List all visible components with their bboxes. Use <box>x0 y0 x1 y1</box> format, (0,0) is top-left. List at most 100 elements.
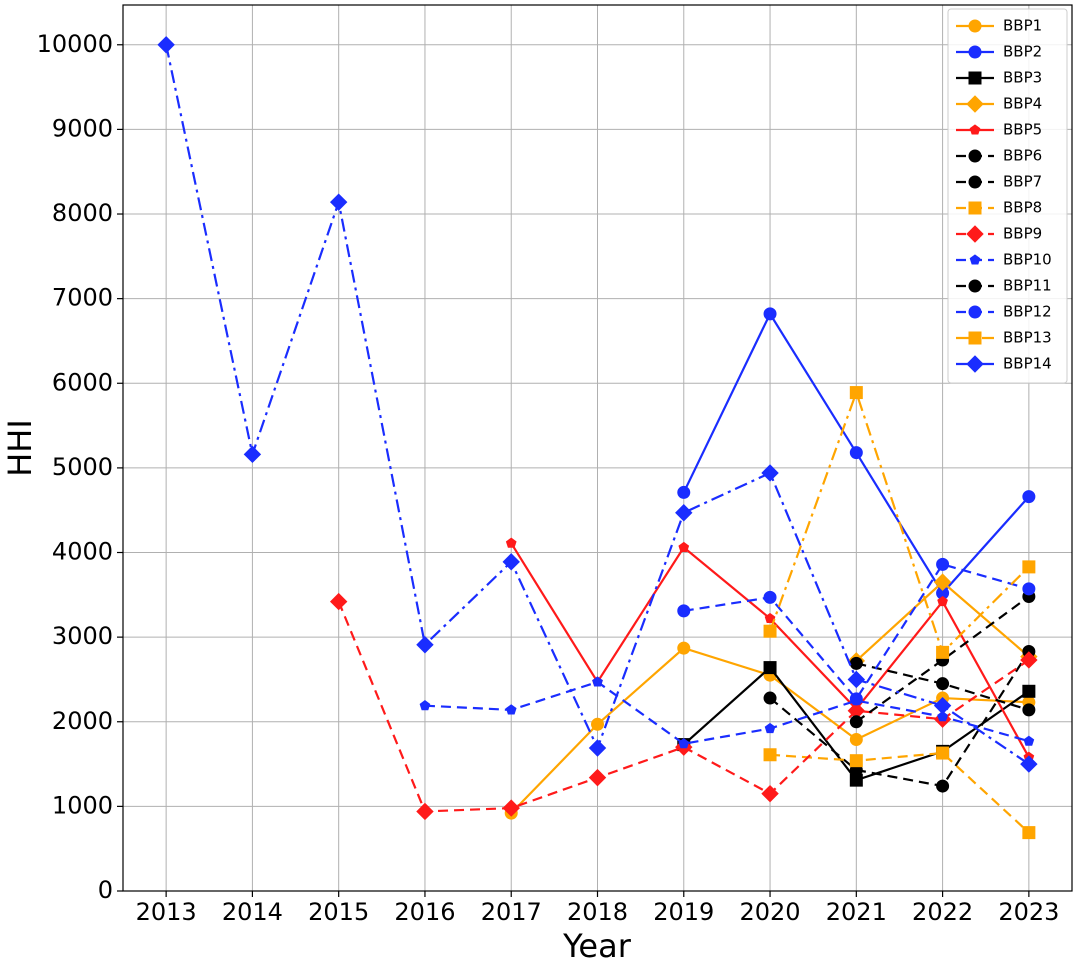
y-tick-label: 8000 <box>52 199 113 227</box>
legend-marker <box>968 331 982 345</box>
marker <box>505 537 517 548</box>
x-tick-label: 2021 <box>826 898 887 926</box>
marker <box>936 779 950 793</box>
legend-label: BBP2 <box>1003 43 1042 61</box>
marker <box>591 717 604 731</box>
series-line <box>769 751 1030 834</box>
marker <box>1023 735 1035 746</box>
marker <box>1022 490 1036 504</box>
legend-marker <box>968 305 982 319</box>
marker <box>761 784 779 803</box>
marker <box>763 748 777 762</box>
x-tick-label: 2018 <box>567 898 628 926</box>
x-tick-label: 2019 <box>653 898 714 926</box>
marker <box>157 36 175 54</box>
marker <box>1022 684 1036 698</box>
legend-marker <box>969 254 981 265</box>
marker <box>937 595 948 607</box>
marker <box>1022 703 1036 717</box>
marker <box>677 485 691 499</box>
legend-label: BBP12 <box>1003 303 1052 321</box>
marker <box>937 711 948 722</box>
legend-marker <box>968 149 982 163</box>
legend-label: BBP3 <box>1003 69 1042 87</box>
marker <box>1022 582 1036 596</box>
legend-marker <box>968 175 982 189</box>
legend-marker <box>968 71 982 85</box>
legend-marker <box>968 19 982 33</box>
marker <box>678 738 690 749</box>
series-line <box>769 389 1030 655</box>
marker <box>502 553 520 571</box>
y-tick-label: 10000 <box>37 30 113 58</box>
marker <box>763 307 777 321</box>
y-tick-label: 3000 <box>52 622 113 650</box>
marker <box>1020 651 1038 669</box>
y-axis-label: HHI <box>1 419 39 477</box>
legend-marker <box>968 201 982 215</box>
marker <box>505 704 517 715</box>
marker <box>243 445 262 464</box>
marker <box>677 604 691 618</box>
marker <box>764 612 776 624</box>
marker <box>936 746 950 760</box>
marker <box>849 656 863 670</box>
marker <box>933 573 952 591</box>
marker <box>1022 826 1036 840</box>
x-tick-label: 2017 <box>481 898 542 926</box>
legend-label: BBP9 <box>1003 225 1042 243</box>
marker <box>849 754 863 768</box>
marker <box>849 715 863 729</box>
x-tick-label: 2023 <box>998 898 1059 926</box>
marker <box>763 590 777 604</box>
legend-label: BBP10 <box>1003 251 1052 269</box>
x-tick-label: 2014 <box>222 898 283 926</box>
marker <box>936 645 950 659</box>
y-tick-label: 4000 <box>52 538 113 566</box>
marker <box>677 641 691 655</box>
y-tick-label: 6000 <box>52 368 113 396</box>
x-axis-label: Year <box>562 927 632 965</box>
marker <box>675 504 693 522</box>
marker <box>764 722 776 734</box>
legend-marker <box>969 124 981 135</box>
x-tick-label: 2022 <box>912 898 973 926</box>
marker <box>849 386 863 400</box>
y-tick-label: 7000 <box>52 284 113 312</box>
series-line <box>424 680 1030 745</box>
marker <box>419 700 431 711</box>
marker <box>763 661 777 675</box>
marker <box>763 691 777 705</box>
marker <box>329 592 348 611</box>
x-tick-label: 2013 <box>136 898 197 926</box>
marker <box>329 193 348 211</box>
marker <box>592 676 603 687</box>
series-line <box>769 650 1030 788</box>
legend-marker <box>968 279 982 293</box>
legend-label: BBP11 <box>1003 277 1052 295</box>
marker <box>1020 755 1038 773</box>
marker <box>416 636 434 654</box>
marker <box>849 733 863 747</box>
legend-marker <box>968 45 982 59</box>
marker <box>849 446 863 460</box>
marker <box>678 541 690 552</box>
marker <box>502 799 520 817</box>
legend-marker <box>966 355 984 373</box>
legend-marker <box>966 225 984 243</box>
marker <box>936 557 950 571</box>
plot-frame <box>122 4 1073 892</box>
y-tick-label: 0 <box>98 876 113 904</box>
legend-label: BBP13 <box>1003 329 1052 347</box>
marker <box>416 802 434 821</box>
marker <box>933 696 952 715</box>
legend-label: BBP14 <box>1003 355 1052 373</box>
series-line <box>855 595 1030 723</box>
legend-label: BBP4 <box>1003 95 1042 113</box>
legend-box <box>947 8 1068 384</box>
y-tick-label: 1000 <box>52 791 113 819</box>
x-tick-label: 2016 <box>394 898 455 926</box>
marker <box>588 768 607 787</box>
marker <box>936 677 950 691</box>
